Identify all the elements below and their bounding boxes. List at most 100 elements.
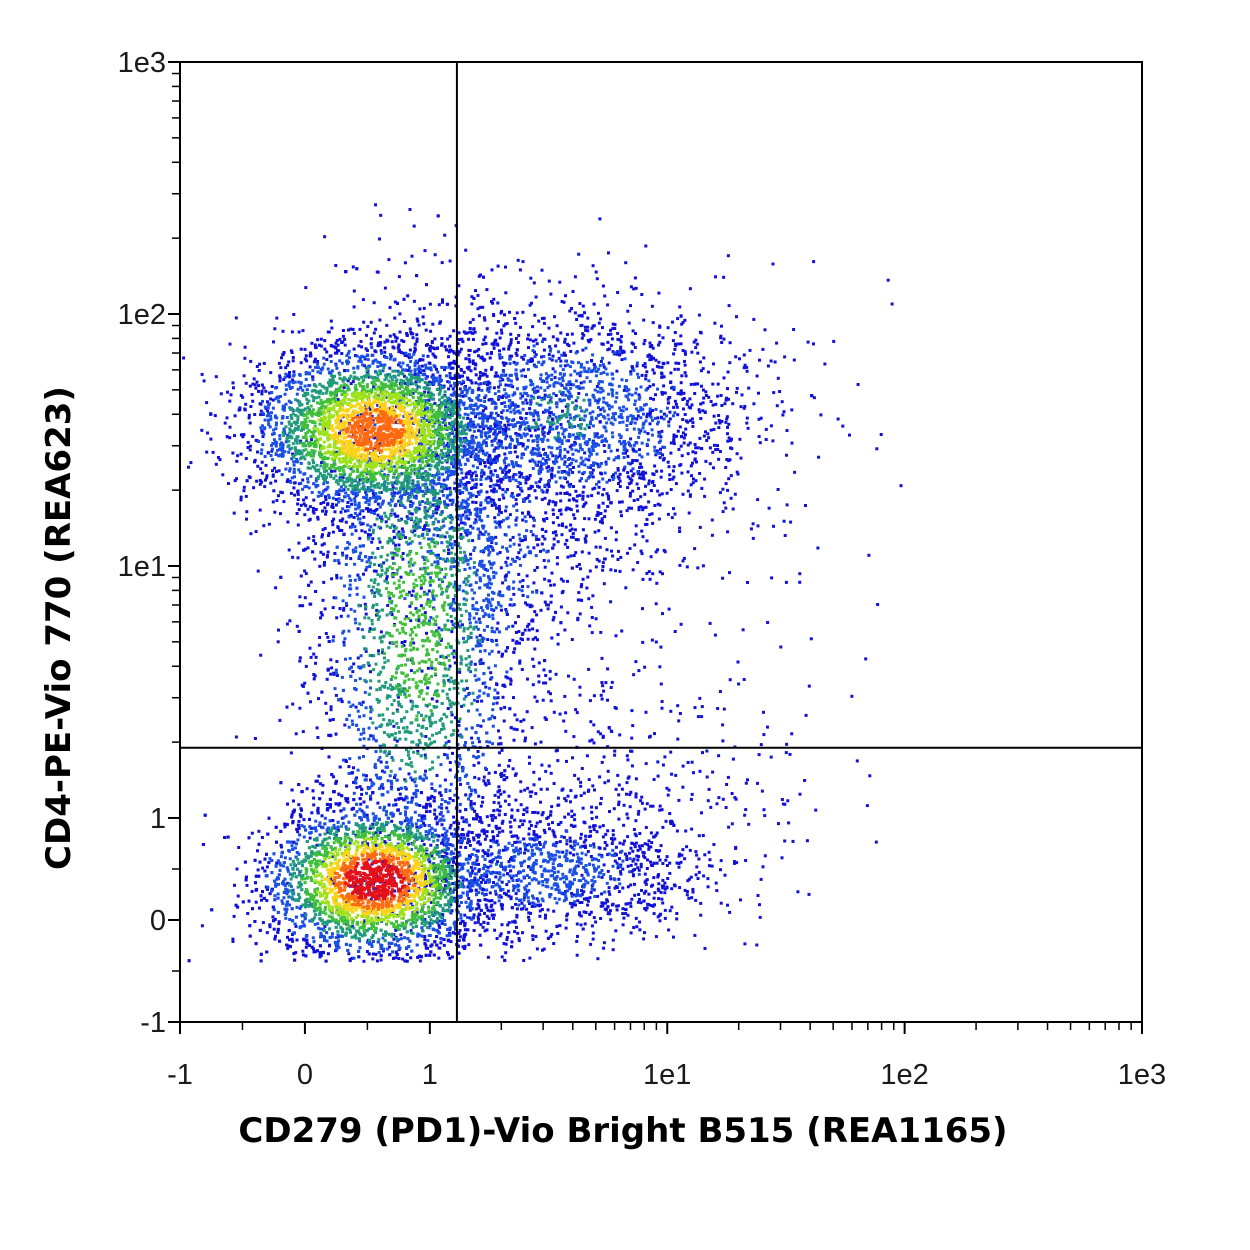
event-dot bbox=[497, 439, 501, 443]
event-dot bbox=[284, 366, 288, 370]
event-dot bbox=[497, 504, 501, 508]
event-dot bbox=[764, 427, 768, 431]
event-dot bbox=[487, 453, 491, 457]
event-dot bbox=[642, 506, 646, 510]
event-dot bbox=[438, 321, 442, 325]
event-dot bbox=[425, 802, 429, 806]
event-dot bbox=[495, 937, 499, 940]
event-dot bbox=[708, 462, 712, 466]
event-dot bbox=[454, 932, 458, 936]
event-dot bbox=[535, 538, 539, 541]
event-dot bbox=[310, 945, 314, 949]
event-dot bbox=[729, 496, 733, 500]
event-dot bbox=[666, 326, 670, 330]
event-dot bbox=[581, 332, 585, 336]
event-dot bbox=[440, 823, 444, 827]
event-dot bbox=[303, 569, 307, 573]
event-dot bbox=[489, 562, 493, 566]
event-dot bbox=[677, 361, 681, 365]
event-dot bbox=[621, 907, 625, 911]
event-dot bbox=[411, 589, 415, 593]
event-dot bbox=[245, 479, 249, 483]
event-dot bbox=[696, 446, 700, 450]
event-dot bbox=[483, 358, 487, 362]
event-dot bbox=[329, 705, 333, 709]
event-dot bbox=[724, 506, 728, 510]
event-dot bbox=[542, 348, 546, 352]
event-dot bbox=[316, 806, 320, 810]
event-dot bbox=[652, 397, 655, 401]
event-dot bbox=[275, 470, 278, 474]
event-dot bbox=[439, 639, 443, 642]
event-dot bbox=[686, 879, 690, 883]
event-dot bbox=[743, 363, 747, 367]
event-dot bbox=[260, 389, 264, 393]
event-dot bbox=[542, 559, 546, 562]
event-dot bbox=[624, 908, 628, 912]
event-dot bbox=[628, 793, 632, 797]
event-dot bbox=[492, 913, 496, 917]
event-dot bbox=[648, 577, 652, 581]
event-dot bbox=[498, 336, 502, 340]
event-dot bbox=[626, 455, 630, 458]
event-dot bbox=[423, 873, 426, 877]
event-dot bbox=[303, 347, 307, 351]
event-dot bbox=[601, 824, 605, 828]
event-dot bbox=[660, 375, 664, 379]
event-dot bbox=[689, 875, 693, 879]
event-dot bbox=[564, 353, 567, 357]
event-dot bbox=[747, 822, 751, 826]
event-dot bbox=[594, 806, 598, 810]
event-dot bbox=[447, 355, 450, 359]
event-dot bbox=[429, 900, 433, 904]
event-dot bbox=[316, 515, 320, 519]
event-dot bbox=[693, 706, 697, 710]
event-dot bbox=[654, 602, 658, 606]
event-dot bbox=[682, 436, 686, 440]
event-dot bbox=[785, 453, 788, 457]
event-dot bbox=[503, 769, 507, 773]
event-dot bbox=[594, 617, 598, 621]
event-dot bbox=[793, 470, 797, 474]
event-dot bbox=[324, 632, 328, 635]
event-dot bbox=[510, 945, 514, 949]
event-dot bbox=[448, 664, 452, 668]
event-dot bbox=[485, 875, 488, 878]
event-dot bbox=[550, 571, 554, 575]
event-dot bbox=[656, 774, 660, 778]
event-dot bbox=[694, 479, 698, 483]
event-dot bbox=[631, 724, 635, 728]
event-dot bbox=[606, 905, 610, 909]
event-dot bbox=[490, 342, 494, 346]
event-dot bbox=[609, 918, 613, 922]
event-dot bbox=[273, 937, 277, 941]
event-dot bbox=[575, 939, 579, 943]
event-dot bbox=[742, 366, 746, 370]
event-dot bbox=[491, 818, 495, 822]
event-dot bbox=[564, 294, 567, 298]
event-dot bbox=[465, 481, 469, 485]
event-dot bbox=[261, 866, 265, 870]
event-dot bbox=[660, 706, 664, 710]
event-dot bbox=[560, 300, 564, 303]
event-dot bbox=[717, 457, 721, 461]
event-dot bbox=[581, 504, 585, 508]
event-dot bbox=[694, 446, 698, 450]
event-dot bbox=[685, 845, 689, 849]
event-dot bbox=[506, 419, 510, 423]
event-dot bbox=[728, 571, 731, 575]
event-dot bbox=[528, 428, 532, 432]
event-dot bbox=[255, 365, 259, 368]
event-dot bbox=[611, 833, 615, 837]
event-dot bbox=[679, 444, 683, 448]
event-dot bbox=[346, 501, 350, 504]
event-dot bbox=[570, 815, 574, 818]
event-dot bbox=[669, 380, 673, 384]
event-dot bbox=[528, 474, 532, 477]
event-dot bbox=[258, 362, 262, 366]
event-dot bbox=[300, 683, 304, 687]
event-dot bbox=[654, 935, 658, 939]
event-dot bbox=[306, 507, 310, 511]
event-dot bbox=[379, 760, 383, 764]
event-dot bbox=[617, 803, 621, 807]
